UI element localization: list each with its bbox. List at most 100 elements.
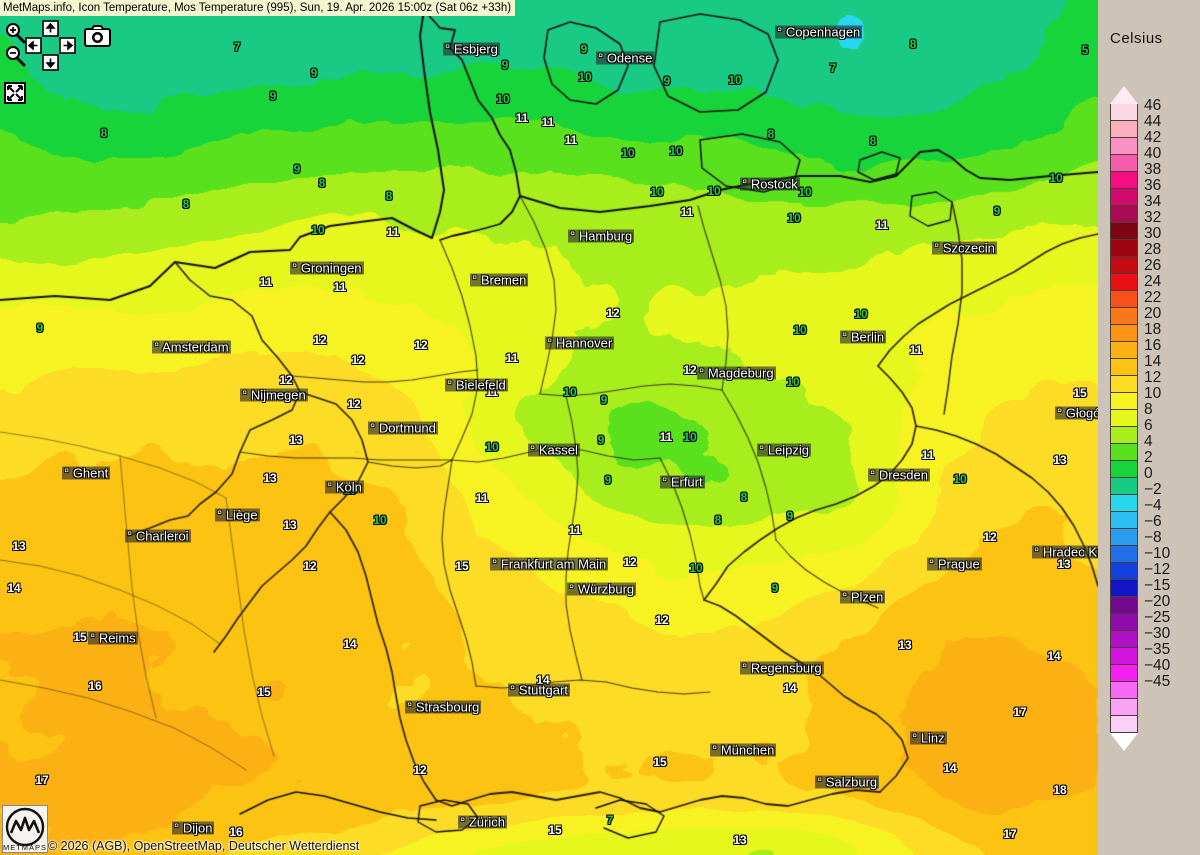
- camera-icon[interactable]: [84, 24, 111, 47]
- legend-swatch: [1110, 529, 1138, 546]
- temperature-reading: 9: [36, 321, 44, 335]
- temperature-reading: 10: [563, 385, 577, 399]
- fullscreen-icon[interactable]: [4, 82, 26, 104]
- temperature-reading: 11: [680, 205, 694, 219]
- legend-swatch: [1110, 563, 1138, 580]
- temperature-reading: 10: [854, 307, 868, 321]
- temperature-reading: 10: [793, 323, 807, 337]
- temperature-reading: 11: [475, 491, 489, 505]
- temperature-reading: 13: [733, 833, 747, 847]
- temperature-reading: 15: [1073, 386, 1087, 400]
- legend-tick: 22: [1144, 289, 1162, 306]
- temperature-reading: 16: [229, 825, 243, 839]
- legend-tick: −30: [1144, 625, 1171, 642]
- temperature-reading: 13: [1057, 557, 1071, 571]
- legend-swatch: [1110, 325, 1138, 342]
- legend-swatch: [1110, 580, 1138, 597]
- temperature-reading: 11: [568, 523, 582, 537]
- temperature-reading: 8: [385, 189, 393, 203]
- legend-swatch: [1110, 291, 1138, 308]
- legend-swatch: [1110, 393, 1138, 410]
- legend-swatch: [1110, 359, 1138, 376]
- temperature-reading: 17: [1013, 705, 1027, 719]
- legend-swatch: [1110, 308, 1138, 325]
- pan-up-icon[interactable]: [42, 20, 59, 37]
- temperature-reading: 7: [829, 61, 837, 75]
- temperature-reading: 12: [606, 306, 620, 320]
- legend-tick: 30: [1144, 225, 1162, 242]
- legend-tick: 0: [1144, 465, 1153, 482]
- temperature-reading: 13: [283, 518, 297, 532]
- city-label: ° Bremen: [470, 272, 529, 288]
- temperature-reading: 13: [12, 539, 26, 553]
- legend-swatch: [1110, 410, 1138, 427]
- legend-tick: −35: [1144, 641, 1171, 658]
- temperature-reading: 17: [35, 773, 49, 787]
- legend-tick: 36: [1144, 177, 1162, 194]
- legend-tick: −45: [1144, 673, 1171, 690]
- legend-tick: 14: [1144, 353, 1162, 370]
- legend-swatch: [1110, 665, 1138, 682]
- legend-tick: 20: [1144, 305, 1162, 322]
- temperature-reading: 12: [414, 338, 428, 352]
- map-labels-overlay: 7 9 8 5 9 9 10 10 7 9 10 11 9 8 11 11 8 8 9 8 10 10 10 8 8 10 10 10…: [7, 24, 1098, 847]
- legend-tick: 44: [1144, 113, 1162, 130]
- legend-swatch: [1110, 274, 1138, 291]
- temperature-reading: 12: [347, 397, 361, 411]
- city-label: ° Erfurt: [660, 474, 705, 490]
- temperature-reading: 8: [318, 176, 326, 190]
- temperature-reading: 11: [541, 115, 555, 129]
- temperature-reading: 11: [386, 225, 400, 239]
- legend-swatch: [1110, 104, 1138, 121]
- legend-swatch: [1110, 172, 1138, 189]
- city-label: ° Berlin: [840, 329, 887, 345]
- city-label: ° Würzburg: [567, 581, 637, 597]
- temperature-reading: 14: [7, 581, 21, 595]
- zoom-in-icon[interactable]: [4, 22, 26, 44]
- legend-swatch: [1110, 546, 1138, 563]
- metmaps-logo: METMAPS: [2, 805, 48, 853]
- legend-swatch: [1110, 716, 1138, 733]
- temperature-reading: 11: [259, 275, 273, 289]
- legend-tick: 38: [1144, 161, 1162, 178]
- city-label: ° Nijmegen: [240, 387, 308, 403]
- city-label: ° Copenhagen: [775, 24, 863, 40]
- zoom-out-icon[interactable]: [4, 45, 26, 67]
- temperature-reading: 9: [993, 204, 1001, 218]
- temperature-reading: 10: [683, 430, 697, 444]
- city-label: ° Groningen: [290, 260, 364, 276]
- legend-swatch: [1110, 597, 1138, 614]
- temperature-reading: 8: [100, 126, 108, 140]
- temperature-reading: 13: [1053, 453, 1067, 467]
- legend-tick: 18: [1144, 321, 1162, 338]
- pan-right-icon[interactable]: [59, 37, 76, 54]
- city-label: ° Amsterdam: [152, 339, 231, 355]
- pan-left-icon[interactable]: [25, 37, 42, 54]
- temperature-reading: 14: [783, 681, 797, 695]
- city-label: ° Hamburg: [568, 228, 635, 244]
- legend-swatch: [1110, 121, 1138, 138]
- legend-swatch: [1110, 342, 1138, 359]
- legend-tick: 40: [1144, 145, 1162, 162]
- legend-tick: −40: [1144, 657, 1171, 674]
- legend-tick: −20: [1144, 593, 1171, 610]
- map-viewport[interactable]: 7 9 8 5 9 9 10 10 7 9 10 11 9 8 11 11 8 8 9 8 10 10 10 8 8 10 10 10…: [0, 0, 1098, 855]
- temperature-reading: 7: [233, 40, 241, 54]
- temperature-reading: 15: [73, 630, 87, 644]
- city-label: ° Leipzig: [757, 442, 812, 458]
- temperature-reading: 14: [536, 673, 550, 687]
- temperature-raster[interactable]: [0, 0, 1098, 855]
- city-label: ° Linz: [910, 730, 947, 746]
- temperature-reading: 9: [786, 509, 794, 523]
- temperature-reading: 8: [909, 37, 917, 51]
- temperature-reading: 15: [257, 685, 271, 699]
- temperature-reading: 11: [921, 448, 935, 462]
- pan-down-icon[interactable]: [42, 54, 59, 71]
- legend-tick: 4: [1144, 433, 1153, 450]
- temperature-reading: 12: [351, 353, 365, 367]
- temperature-reading: 11: [909, 343, 923, 357]
- city-label: ° Esbjerg: [443, 41, 500, 57]
- legend-tick: −6: [1144, 513, 1162, 530]
- city-label: ° Kassel: [528, 442, 580, 458]
- temperature-reading: 13: [263, 471, 277, 485]
